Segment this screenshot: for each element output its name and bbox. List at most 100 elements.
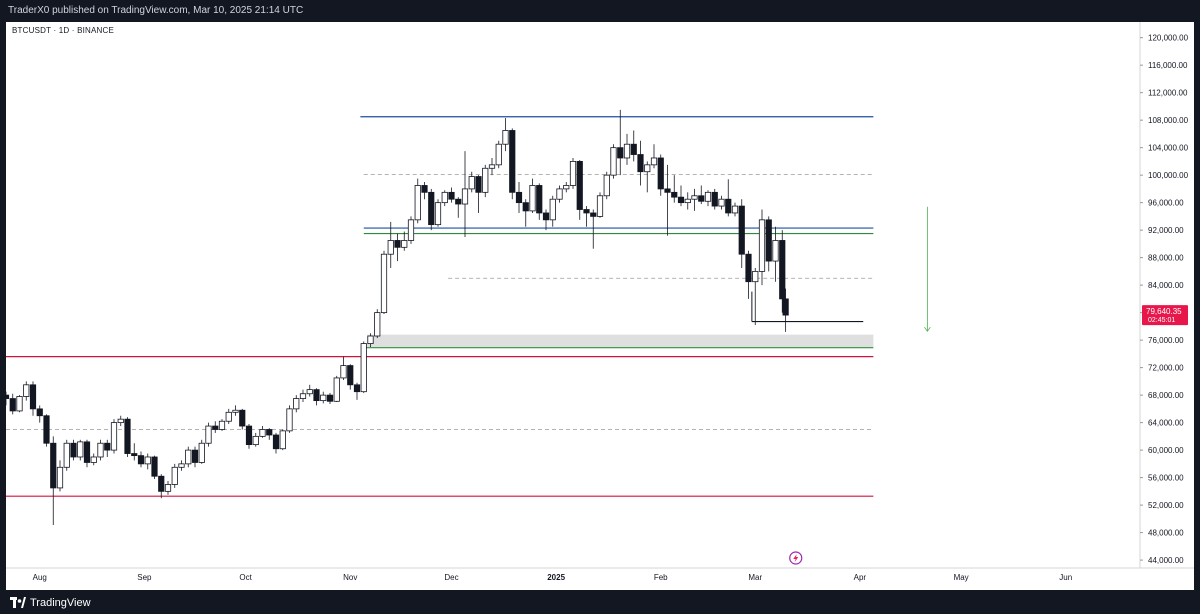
y-tick-label: 52,000.00 (1148, 501, 1184, 510)
candle-body (77, 441, 84, 458)
candle-body (758, 219, 766, 272)
y-tick-label: 88,000.00 (1148, 254, 1184, 263)
candle-body (56, 466, 64, 489)
footer-brand: TradingView (30, 597, 91, 609)
candle-body (266, 429, 273, 436)
candle-body (542, 212, 550, 221)
candle-body (698, 195, 705, 202)
y-tick-label: 60,000.00 (1148, 446, 1184, 455)
y-tick-label: 104,000.00 (1148, 144, 1189, 153)
candle-body (97, 442, 104, 458)
lightning-icon[interactable] (793, 554, 799, 562)
candle-body (272, 434, 280, 450)
candle-body (482, 167, 489, 193)
candle-body (83, 441, 91, 463)
candle-body (664, 188, 671, 193)
candle-body (9, 398, 16, 412)
candle-body (320, 394, 327, 402)
candle-body (394, 240, 401, 248)
candle-body (16, 396, 23, 412)
x-tick-label: Jun (1059, 573, 1072, 582)
candle-body (299, 393, 307, 399)
last-price-value: 79,640.35 (1146, 307, 1182, 316)
candle-body (630, 143, 637, 155)
y-tick-label: 120,000.00 (1148, 34, 1189, 43)
candle-body (151, 456, 158, 477)
candle-body (50, 442, 57, 489)
candle-body (610, 147, 617, 176)
candle-body (293, 398, 300, 410)
projection-arrow-head (924, 326, 931, 332)
candle-body (455, 198, 462, 205)
candle-body (691, 195, 698, 200)
candle-body (441, 191, 448, 204)
candle-body (360, 343, 367, 393)
candle-body (63, 442, 70, 468)
candle-body (131, 453, 138, 457)
candle-body (158, 475, 165, 492)
candle-body (529, 185, 536, 212)
footer-bar: TradingView (0, 592, 1200, 614)
candle-body (347, 365, 354, 386)
candle-body (522, 202, 529, 212)
candle-body (380, 253, 388, 314)
candle-body (488, 164, 496, 169)
x-tick-label: Oct (239, 573, 252, 582)
candle-body (569, 161, 577, 186)
publish-info: TraderX0 published on TradingView.com, M… (8, 5, 304, 16)
x-tick-label: Nov (343, 573, 357, 582)
candle-body (414, 185, 421, 221)
last-price-countdown: 02:45:01 (1148, 317, 1175, 324)
candle-body (191, 449, 199, 463)
tradingview-logo-icon (10, 597, 26, 608)
candle-body (772, 240, 779, 262)
candle-body (434, 202, 442, 226)
candle-body (110, 422, 118, 451)
y-tick-label: 96,000.00 (1148, 199, 1184, 208)
candle-body (252, 435, 259, 446)
publish-header: TraderX0 published on TradingView.com, M… (0, 0, 1200, 22)
candle-body (704, 191, 712, 202)
candle-body (650, 157, 658, 166)
candle-body (475, 176, 482, 193)
candle-body (313, 389, 320, 402)
candle-body (198, 442, 205, 463)
candle-body (738, 205, 745, 255)
candle-body (684, 198, 691, 204)
x-tick-label: Dec (444, 573, 458, 582)
y-tick-label: 68,000.00 (1148, 391, 1184, 400)
candle-body (104, 442, 111, 451)
candle-body (306, 389, 313, 395)
candle-body (2, 394, 10, 399)
y-tick-label: 48,000.00 (1148, 529, 1184, 538)
candle-body (232, 409, 239, 413)
candle-body (178, 463, 185, 468)
candle-body (725, 198, 732, 214)
y-tick-label: 92,000.00 (1148, 226, 1184, 235)
candle-body (367, 335, 374, 344)
candle-body (239, 409, 246, 427)
candle-body (515, 191, 523, 204)
support-zone (367, 334, 874, 348)
candle-body (563, 185, 570, 190)
candle-body (137, 455, 145, 465)
candle-body (171, 466, 178, 485)
candle-body (185, 449, 192, 465)
y-tick-label: 108,000.00 (1148, 116, 1189, 125)
x-tick-label: Sep (137, 573, 152, 582)
candle-body (333, 377, 340, 402)
candle-body (117, 418, 124, 424)
candle-body (401, 240, 408, 248)
candle-body (617, 147, 624, 159)
candle-body (509, 130, 516, 193)
y-tick-label: 56,000.00 (1148, 474, 1184, 483)
candle-body (671, 191, 678, 198)
candle-body (340, 365, 347, 379)
y-tick-label: 72,000.00 (1148, 364, 1184, 373)
x-tick-label: Aug (33, 573, 47, 582)
x-tick-label: Feb (654, 573, 668, 582)
candle-body (353, 384, 361, 393)
candle-body (70, 442, 77, 458)
